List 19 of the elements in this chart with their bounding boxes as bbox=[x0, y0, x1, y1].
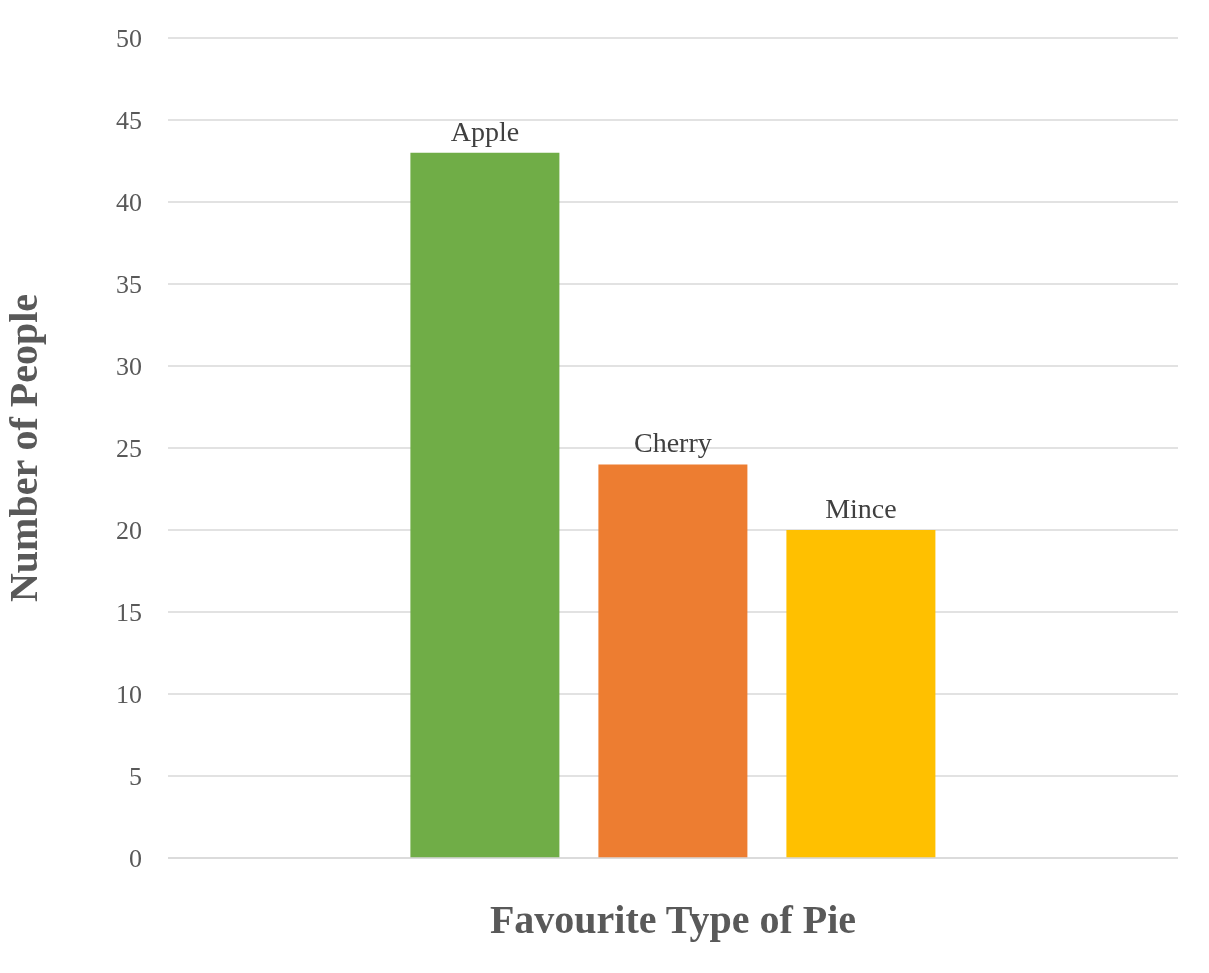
y-tick-label: 30 bbox=[116, 352, 142, 382]
series-label: Cherry bbox=[634, 427, 712, 459]
y-tick-label: 10 bbox=[116, 680, 142, 710]
y-tick-label: 25 bbox=[116, 434, 142, 464]
y-tick-label: 20 bbox=[116, 516, 142, 546]
y-tick-label: 35 bbox=[116, 270, 142, 300]
y-tick-label: 0 bbox=[129, 844, 142, 874]
bar bbox=[410, 152, 560, 858]
y-tick-label: 5 bbox=[129, 762, 142, 792]
y-tick-label: 50 bbox=[116, 24, 142, 54]
y-tick-label: 40 bbox=[116, 188, 142, 218]
series-label: Mince bbox=[825, 493, 897, 524]
y-tick-label: 15 bbox=[116, 598, 142, 628]
bar bbox=[598, 464, 748, 858]
series-label: Apple bbox=[450, 115, 520, 147]
bar bbox=[786, 530, 936, 858]
x-axis-title: Favourite Type of Pie bbox=[489, 897, 857, 942]
y-tick-label: 45 bbox=[116, 106, 142, 136]
y-axis-title: Number of People bbox=[1, 293, 47, 603]
